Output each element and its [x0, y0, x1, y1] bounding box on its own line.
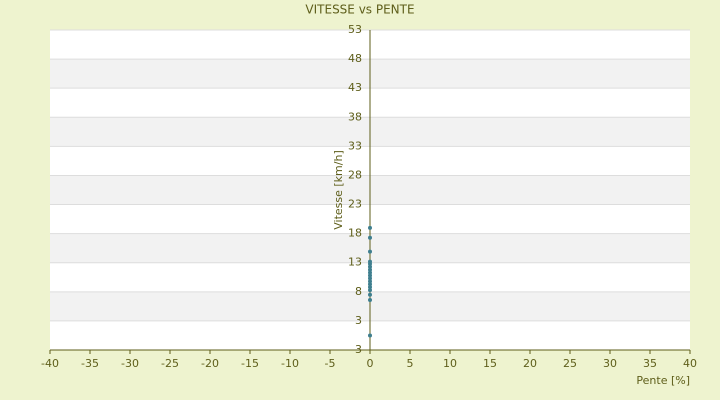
- chart-title: VITESSE vs PENTE: [305, 3, 414, 17]
- x-tick-label: 25: [563, 357, 577, 370]
- y-tick-label: 38: [348, 110, 362, 123]
- point: [368, 259, 372, 264]
- y-tick-label: 33: [348, 139, 362, 152]
- y-tick-label: 48: [348, 52, 362, 65]
- y-tick-label: 43: [348, 81, 362, 94]
- x-tick-label: 35: [643, 357, 657, 370]
- x-tick-label: 20: [523, 357, 537, 370]
- x-tick-label: -15: [241, 357, 259, 370]
- point: [368, 279, 372, 284]
- y-tick-label: 3: [355, 314, 362, 327]
- point: [368, 270, 372, 275]
- point: [368, 249, 372, 254]
- x-tick-label: -25: [161, 357, 179, 370]
- point: [368, 264, 372, 269]
- y-tick-label: 18: [348, 227, 362, 240]
- point: [368, 285, 372, 290]
- y-tick-label: 13: [348, 256, 362, 269]
- x-tick-label: -30: [121, 357, 139, 370]
- point: [368, 333, 372, 338]
- x-tick-label: 10: [443, 357, 457, 370]
- x-tick-label: -10: [281, 357, 299, 370]
- point: [368, 288, 372, 293]
- point: [368, 297, 372, 302]
- x-tick-label: 0: [367, 357, 374, 370]
- y-tick-label: 23: [348, 198, 362, 211]
- x-axis-label: Pente [%]: [636, 374, 690, 387]
- point: [368, 282, 372, 287]
- x-tick-label: -5: [325, 357, 336, 370]
- y-tick-label: 53: [348, 23, 362, 36]
- point: [368, 276, 372, 281]
- point: [368, 225, 372, 230]
- point: [368, 292, 372, 297]
- x-tick-label: 30: [603, 357, 617, 370]
- point: [368, 267, 372, 272]
- y-tick-label: 8: [355, 285, 362, 298]
- x-tick-label: -40: [41, 357, 59, 370]
- x-tick-label: 15: [483, 357, 497, 370]
- x-tick-label: -35: [81, 357, 99, 370]
- x-tick-label: -20: [201, 357, 219, 370]
- point: [368, 273, 372, 278]
- y-axis-label: Vitesse [km/h]: [332, 150, 345, 230]
- y-tick-label: 28: [348, 168, 362, 181]
- x-tick-label: 40: [683, 357, 697, 370]
- x-tick-label: 5: [407, 357, 414, 370]
- point: [368, 235, 372, 240]
